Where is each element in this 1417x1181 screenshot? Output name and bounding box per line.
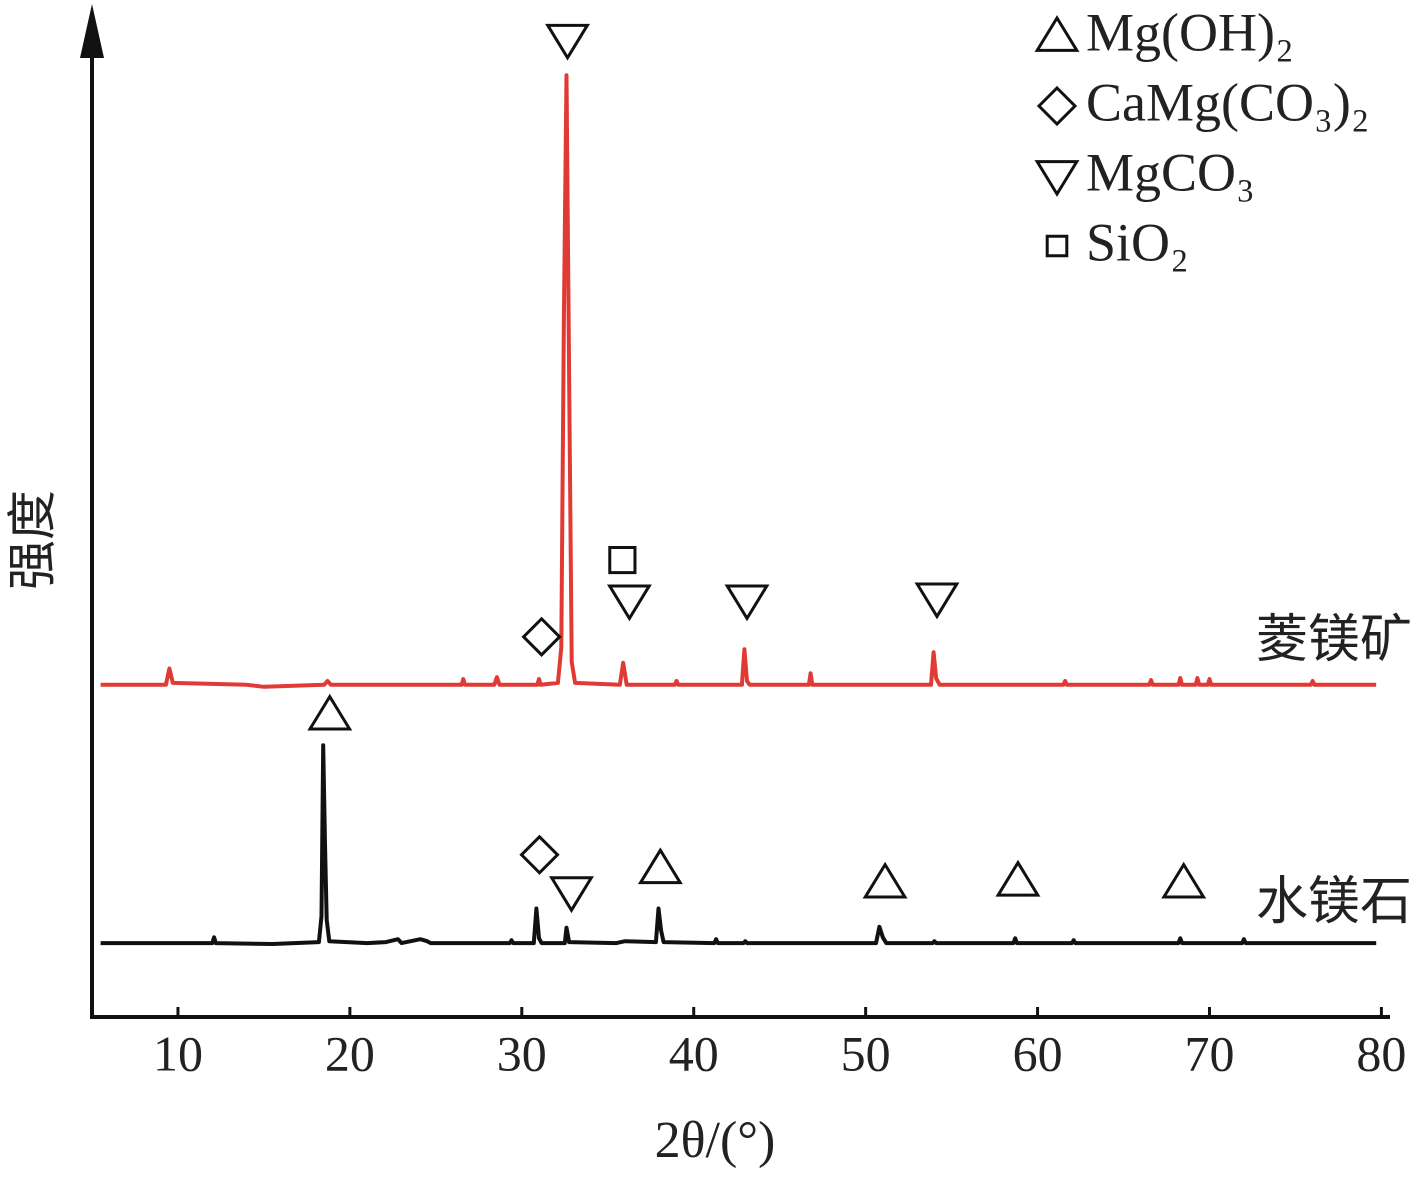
phase-marker — [637, 847, 683, 885]
x-tick-label: 70 — [1184, 1025, 1234, 1081]
phase-marker — [862, 861, 908, 899]
phase-marker — [995, 859, 1041, 897]
phase-marker — [724, 584, 770, 622]
phase-marker — [549, 876, 594, 914]
y-axis-arrow — [80, 4, 104, 58]
phase-marker — [608, 545, 637, 575]
phase-marker — [519, 834, 560, 875]
legend-symbol — [1034, 15, 1080, 52]
y-axis-label: 强度 — [4, 490, 60, 590]
xrd-line — [100, 743, 1377, 946]
x-tick-label: 40 — [669, 1025, 719, 1081]
x-tick-label: 60 — [1013, 1025, 1063, 1081]
xrd-line — [100, 73, 1377, 689]
phase-marker — [606, 584, 652, 622]
legend-label: SiO₂ — [1086, 212, 1189, 272]
legend-label: CaMg(CO₃)₂ — [1086, 72, 1370, 132]
x-tick-label: 10 — [153, 1025, 203, 1081]
phase-marker — [521, 616, 562, 657]
x-tick-label: 80 — [1356, 1025, 1406, 1081]
legend-symbol — [1034, 160, 1080, 197]
legend-symbol — [1036, 85, 1078, 127]
x-tick-label: 30 — [497, 1025, 547, 1081]
phase-marker — [914, 582, 960, 620]
series-label: 水镁石 — [1256, 872, 1412, 932]
series-label: 菱镁矿 — [1256, 610, 1412, 670]
x-axis-label: 2θ/(°) — [655, 1112, 776, 1169]
x-tick-label: 50 — [841, 1025, 891, 1081]
phase-marker — [545, 23, 591, 61]
phase-marker — [1161, 861, 1207, 899]
x-tick-label: 20 — [325, 1025, 375, 1081]
phase-marker — [307, 693, 353, 731]
legend-label: MgCO₃ — [1086, 142, 1255, 202]
legend-label: Mg(OH)₂ — [1086, 2, 1294, 62]
legend-symbol — [1045, 234, 1069, 258]
